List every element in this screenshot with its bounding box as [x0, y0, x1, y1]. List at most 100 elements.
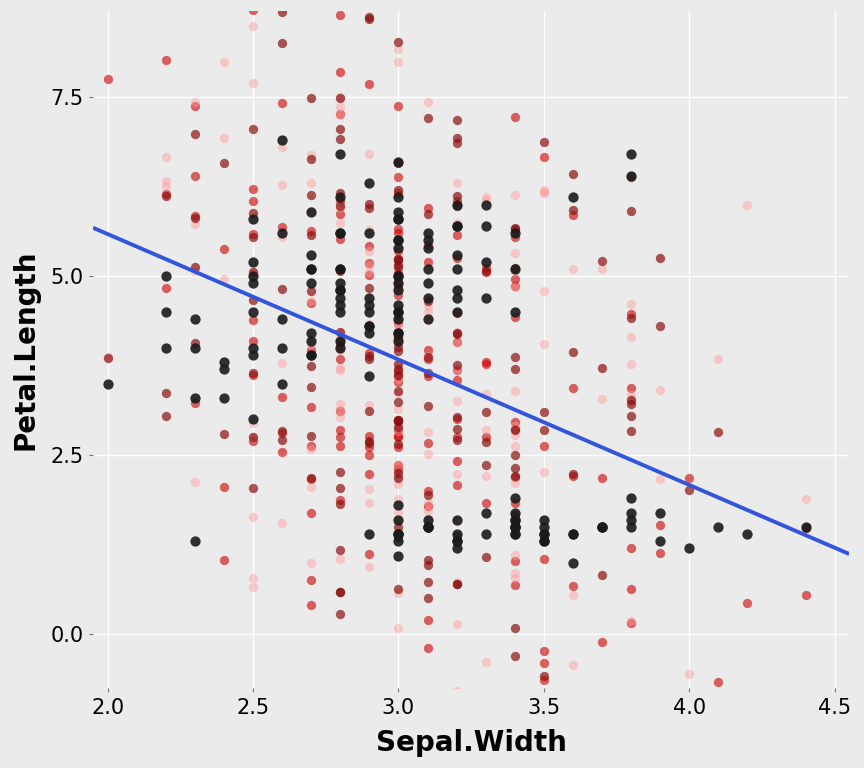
Point [624, 521, 638, 533]
Point [479, 292, 492, 304]
Point [304, 153, 318, 165]
Point [421, 614, 435, 627]
Point [508, 247, 522, 259]
Point [362, 177, 376, 189]
Point [304, 401, 318, 413]
Point [391, 415, 405, 427]
Point [391, 260, 405, 272]
Point [391, 170, 405, 183]
Point [508, 462, 522, 475]
Point [421, 554, 435, 566]
Point [276, 227, 289, 240]
Point [334, 440, 347, 452]
Point [334, 353, 347, 366]
Point [391, 438, 405, 450]
Point [362, 441, 376, 453]
Point [391, 184, 405, 197]
Point [537, 521, 550, 533]
Point [391, 253, 405, 266]
Point [391, 514, 405, 526]
Point [479, 406, 492, 418]
Point [624, 583, 638, 595]
Point [334, 342, 347, 354]
Point [508, 449, 522, 461]
Point [304, 249, 318, 261]
Point [798, 522, 812, 535]
Point [537, 285, 550, 297]
Point [304, 557, 318, 569]
Point [421, 343, 435, 356]
Point [391, 387, 405, 399]
Point [362, 299, 376, 311]
Point [334, 364, 347, 376]
Point [391, 459, 405, 472]
Point [246, 230, 260, 243]
Point [449, 328, 463, 340]
Point [276, 357, 289, 369]
Point [653, 473, 667, 485]
Point [479, 388, 492, 400]
Point [246, 213, 260, 225]
Point [391, 332, 405, 344]
Point [449, 359, 463, 372]
Point [246, 369, 260, 382]
Point [246, 342, 260, 354]
Point [479, 190, 492, 203]
Point [537, 657, 550, 669]
Point [421, 96, 435, 108]
Point [391, 206, 405, 218]
Point [421, 263, 435, 275]
Point [334, 335, 347, 347]
Point [449, 198, 463, 210]
Point [508, 424, 522, 436]
Point [304, 263, 318, 275]
Point [566, 470, 580, 482]
Point [391, 622, 405, 634]
Point [595, 255, 609, 267]
Point [449, 217, 463, 229]
Point [362, 78, 376, 91]
Point [449, 737, 463, 749]
Point [508, 263, 522, 275]
Point [537, 187, 550, 200]
Point [334, 292, 347, 304]
Point [449, 306, 463, 318]
Point [159, 270, 173, 283]
Point [391, 402, 405, 415]
Point [653, 383, 667, 396]
Point [304, 349, 318, 361]
Point [334, 200, 347, 212]
Point [391, 157, 405, 169]
Point [334, 265, 347, 277]
Point [391, 276, 405, 289]
Point [246, 277, 260, 290]
Point [362, 561, 376, 573]
Point [304, 430, 318, 442]
Point [304, 229, 318, 241]
Point [683, 484, 696, 496]
Point [334, 326, 347, 339]
Point [624, 358, 638, 370]
Point [304, 440, 318, 452]
Point [217, 428, 231, 440]
Point [421, 239, 435, 251]
Point [566, 589, 580, 601]
Point [334, 201, 347, 214]
Point [334, 424, 347, 436]
Point [479, 262, 492, 274]
Point [334, 263, 347, 275]
Point [334, 284, 347, 296]
Point [391, 506, 405, 518]
Point [566, 263, 580, 275]
Point [449, 364, 463, 376]
Point [421, 521, 435, 533]
Point [334, 108, 347, 121]
Point [391, 280, 405, 293]
Point [391, 472, 405, 485]
Point [362, 399, 376, 412]
Point [391, 331, 405, 343]
Point [391, 43, 405, 55]
Point [276, 178, 289, 190]
Point [566, 468, 580, 481]
Point [391, 36, 405, 48]
